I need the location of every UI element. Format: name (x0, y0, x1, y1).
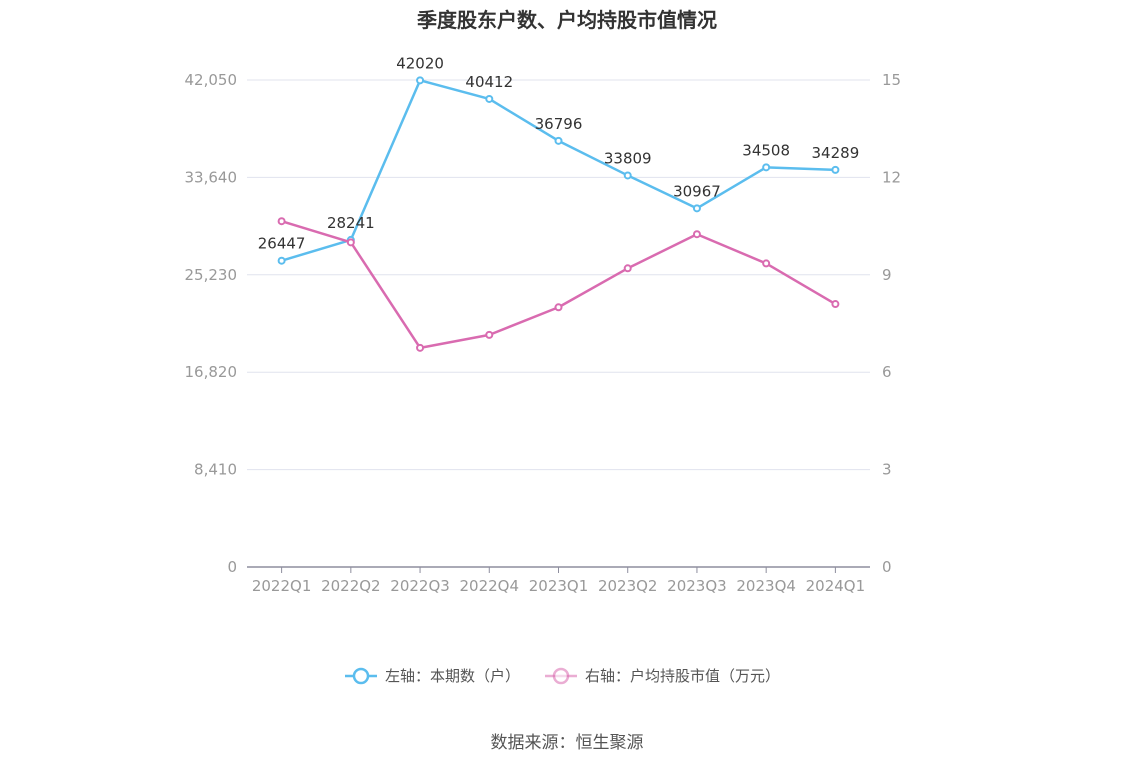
data-label: 34289 (812, 144, 860, 162)
chart-title: 季度股东户数、户均持股市值情况 (417, 8, 717, 32)
legend-label: 右轴：户均持股市值（万元） (585, 667, 780, 685)
x-tick-label: 2024Q1 (806, 577, 866, 595)
series-line-0 (281, 79, 836, 262)
legend-marker (552, 667, 570, 685)
x-tick-label: 2022Q3 (390, 577, 450, 595)
legend-item-0[interactable]: 左轴：本期数（户） (345, 667, 520, 685)
data-label: 28241 (327, 214, 375, 232)
right-tick-label: 6 (882, 363, 892, 381)
data-label: 40412 (465, 73, 513, 91)
legend-item-1[interactable]: 右轴：户均持股市值（万元） (545, 667, 780, 685)
left-tick-label: 0 (227, 558, 237, 576)
data-point (277, 217, 286, 226)
data-label: 33809 (604, 149, 652, 167)
left-tick-label: 42,050 (185, 71, 238, 89)
data-point (623, 171, 632, 180)
data-label: 36796 (535, 115, 583, 133)
data-point (277, 256, 286, 265)
right-tick-label: 3 (882, 461, 892, 479)
data-point (623, 264, 632, 273)
right-tick-label: 9 (882, 266, 892, 284)
data-point (692, 230, 701, 239)
data-point (485, 330, 494, 339)
data-point (692, 204, 701, 213)
legend-marker (352, 667, 370, 685)
x-tick-label: 2022Q1 (252, 577, 312, 595)
data-label: 42020 (396, 54, 444, 72)
x-tick-label: 2023Q2 (598, 577, 658, 595)
x-tick-label: 2022Q2 (321, 577, 381, 595)
data-point (416, 76, 425, 85)
data-point (831, 165, 840, 174)
right-tick-label: 0 (882, 558, 892, 576)
legend-label: 左轴：本期数（户） (385, 667, 520, 685)
x-axis: 2022Q1 2022Q2 2022Q3 2022Q4 2023Q1 2023Q2 2023… (247, 566, 870, 595)
left-axis-ticks: 0 8,410 16,820 25,230 33,640 42,050 (185, 71, 238, 576)
data-point (346, 238, 355, 247)
data-point (554, 303, 563, 312)
data-point (762, 163, 771, 172)
legend[interactable]: 左轴：本期数（户） 右轴：户均持股市值（万元） (345, 667, 780, 685)
left-tick-label: 33,640 (185, 168, 238, 186)
data-label: 34508 (742, 141, 790, 159)
data-source: 数据来源：恒生聚源 (490, 733, 644, 753)
data-point (554, 136, 563, 145)
left-tick-label: 8,410 (194, 461, 237, 479)
left-tick-label: 16,820 (185, 363, 238, 381)
x-tick-label: 2023Q4 (736, 577, 796, 595)
left-tick-label: 25,230 (185, 266, 238, 284)
data-point (762, 259, 771, 268)
data-point (416, 343, 425, 352)
gridlines (247, 79, 870, 471)
right-tick-label: 12 (882, 168, 901, 186)
data-point (831, 300, 840, 309)
data-point (485, 94, 494, 103)
right-tick-label: 15 (882, 71, 901, 89)
right-axis-ticks: 0 3 6 9 12 15 (882, 71, 901, 576)
data-label: 30967 (673, 182, 721, 200)
series-lines (277, 76, 840, 352)
x-tick-label: 2023Q3 (667, 577, 727, 595)
x-tick-label: 2023Q1 (529, 577, 589, 595)
data-labels: 26447 28241 42020 40412 36796 33809 30967 34508… (258, 54, 859, 252)
data-label: 26447 (258, 235, 306, 253)
x-tick-label: 2022Q4 (460, 577, 520, 595)
series-line-1 (281, 220, 837, 350)
